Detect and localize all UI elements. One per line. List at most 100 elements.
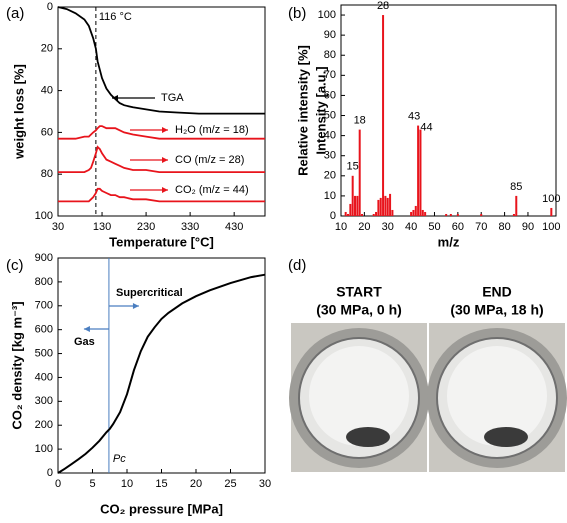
bar — [344, 211, 347, 216]
plot-frame — [340, 4, 557, 217]
sample — [346, 427, 390, 447]
x-tick-label: 30 — [259, 478, 271, 490]
bar — [512, 213, 515, 216]
bar — [389, 193, 392, 216]
x-tick-label: 430 — [225, 221, 243, 233]
y-tick-label: 900 — [35, 252, 53, 264]
bar — [456, 213, 459, 216]
line-series — [58, 187, 265, 203]
bar — [515, 195, 518, 216]
x-tick-label: 10 — [121, 478, 133, 490]
y-tick-label: 90 — [324, 29, 336, 41]
bar — [445, 213, 448, 216]
arrow-head — [132, 303, 139, 309]
y-tick-label: 700 — [35, 300, 53, 312]
series-label: TGA — [161, 92, 184, 104]
y-tick-label: 100 — [35, 210, 53, 222]
bar — [417, 125, 420, 216]
bar — [391, 209, 394, 216]
x-tick-label: 10 — [335, 221, 347, 233]
bar — [480, 213, 483, 216]
x-tick-label: 100 — [542, 221, 560, 233]
bar — [414, 205, 417, 216]
vessel-inner — [447, 346, 547, 446]
x-tick-label: 70 — [475, 221, 487, 233]
peak-label: 85 — [510, 181, 522, 193]
x-axis-label: Temperature [°C] — [109, 234, 214, 249]
bar — [384, 195, 387, 216]
bar — [375, 211, 378, 216]
bar — [347, 213, 350, 216]
y-tick-label: 50 — [324, 109, 336, 121]
y-tick-label: 40 — [324, 130, 336, 142]
x-tick-label: 25 — [224, 478, 236, 490]
bar — [351, 175, 354, 216]
photo-subtitle: (30 MPa, 18 h) — [450, 302, 543, 318]
y-tick-label: 800 — [35, 276, 53, 288]
bar — [354, 195, 357, 216]
peak-label: 28 — [377, 0, 389, 12]
bar — [449, 213, 452, 216]
y-tick-label: 400 — [35, 371, 53, 383]
arrow-head — [112, 95, 118, 101]
y-axis-label: weight loss [%] — [11, 64, 26, 160]
line-series — [58, 145, 265, 173]
y-tick-label: 500 — [35, 347, 53, 359]
y-tick-label: 30 — [324, 150, 336, 162]
x-axis-label: m/z — [438, 234, 460, 249]
bar — [361, 213, 364, 216]
y-tick-label: 80 — [41, 168, 53, 180]
bar — [358, 129, 361, 216]
x-tick-label: 5 — [89, 478, 95, 490]
bar — [421, 209, 424, 216]
photo-subtitle: (30 MPa, 0 h) — [316, 302, 402, 318]
peak-label: 44 — [420, 121, 432, 133]
peak-label: 15 — [347, 161, 359, 173]
bar — [377, 199, 380, 216]
bar — [419, 129, 422, 216]
bar — [410, 211, 413, 216]
bar — [372, 213, 375, 216]
arrow-head — [83, 326, 90, 332]
x-tick-label: 30 — [52, 221, 64, 233]
y-axis-label-secondary: Intensity [a.u.] — [313, 66, 328, 154]
y-axis-label: CO₂ density [kg m⁻³] — [9, 301, 24, 429]
bar — [424, 211, 427, 216]
y-tick-label: 0 — [47, 1, 53, 13]
y-tick-label: 20 — [41, 43, 53, 55]
arrow-head — [162, 187, 168, 193]
peak-label: 18 — [354, 114, 366, 126]
series-label: CO₂ (m/z = 44) — [175, 184, 249, 196]
x-tick-label: 330 — [181, 221, 199, 233]
line-series — [57, 273, 266, 474]
bar — [379, 197, 382, 216]
x-tick-label: 15 — [155, 478, 167, 490]
y-tick-label: 100 — [318, 9, 336, 21]
x-tick-label: 20 — [190, 478, 202, 490]
photo-title: END — [482, 284, 512, 300]
y-tick-label: 60 — [41, 126, 53, 138]
photo-title: START — [336, 284, 382, 300]
reference-label: 116 °C — [99, 11, 132, 23]
y-tick-label: 80 — [324, 49, 336, 61]
y-tick-label: 70 — [324, 69, 336, 81]
x-tick-label: 130 — [93, 221, 111, 233]
y-tick-label: 20 — [324, 170, 336, 182]
series-label: H₂O (m/z = 18) — [175, 124, 249, 136]
plot-frame — [57, 6, 266, 217]
bar — [550, 207, 553, 216]
x-tick-label: 50 — [428, 221, 440, 233]
y-tick-label: 10 — [324, 190, 336, 202]
vessel-inner — [309, 346, 409, 446]
y-tick-label: 300 — [35, 395, 53, 407]
y-tick-label: 100 — [35, 443, 53, 455]
y-tick-label: 200 — [35, 419, 53, 431]
panel-label: (b) — [288, 5, 306, 22]
peak-label: 43 — [408, 110, 420, 122]
y-tick-label: 600 — [35, 324, 53, 336]
arrow-head — [162, 157, 168, 163]
x-tick-label: 0 — [55, 478, 61, 490]
bar — [382, 15, 385, 216]
panel-label: (d) — [288, 257, 306, 274]
